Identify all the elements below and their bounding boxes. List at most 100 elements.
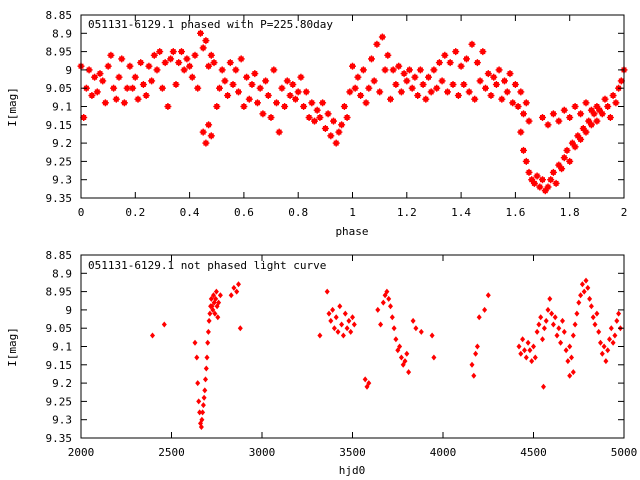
data-point xyxy=(359,65,368,75)
data-point xyxy=(524,116,534,126)
data-point xyxy=(607,336,612,343)
data-point xyxy=(340,102,349,111)
data-point xyxy=(404,350,410,357)
data-point xyxy=(340,332,346,339)
data-point xyxy=(601,343,607,350)
data-point xyxy=(429,65,439,75)
data-point xyxy=(520,336,526,343)
data-point xyxy=(538,113,547,122)
phased-x-axis-label: phase xyxy=(335,225,368,238)
data-point xyxy=(421,94,430,104)
data-point xyxy=(394,61,403,71)
data-point xyxy=(95,69,105,78)
data-point xyxy=(383,51,392,60)
data-point xyxy=(519,109,528,119)
data-point xyxy=(212,102,222,111)
data-point xyxy=(612,332,618,339)
data-point xyxy=(198,127,208,137)
data-point xyxy=(288,80,297,89)
data-point xyxy=(101,98,110,108)
data-point xyxy=(364,83,373,93)
data-point xyxy=(408,83,417,93)
data-point xyxy=(470,94,479,104)
data-point xyxy=(299,102,308,111)
data-point xyxy=(231,65,241,75)
data-point xyxy=(236,281,241,288)
data-point xyxy=(93,87,102,97)
data-point xyxy=(462,54,471,64)
data-point xyxy=(313,105,322,115)
y-tick-label: 9.05 xyxy=(46,82,73,95)
data-point xyxy=(600,94,610,104)
y-tick-label: 9.1 xyxy=(52,101,72,114)
x-tick-label: 3500 xyxy=(339,446,366,459)
data-point xyxy=(194,354,200,361)
data-point xyxy=(393,336,399,343)
data-point xyxy=(429,332,435,339)
data-point xyxy=(333,314,339,321)
x-tick-label: 4000 xyxy=(430,446,457,459)
data-point xyxy=(317,332,323,339)
data-point xyxy=(193,83,202,93)
data-point xyxy=(280,102,289,111)
data-point xyxy=(549,310,555,317)
data-point xyxy=(552,314,558,321)
x-tick-label: 2500 xyxy=(158,446,185,459)
y-tick-label: 8.9 xyxy=(52,267,72,280)
data-point xyxy=(389,65,398,75)
data-point xyxy=(391,325,397,332)
data-point xyxy=(448,80,458,89)
data-point xyxy=(234,87,243,97)
data-point xyxy=(570,369,576,376)
data-point xyxy=(269,65,278,75)
data-point xyxy=(476,314,482,321)
data-point xyxy=(367,54,376,64)
data-point xyxy=(543,120,553,130)
data-point xyxy=(560,105,569,115)
data-point xyxy=(599,350,605,357)
data-point xyxy=(362,376,368,383)
data-point xyxy=(534,328,540,335)
data-point xyxy=(610,339,616,346)
data-point xyxy=(296,72,306,82)
data-point xyxy=(226,58,235,67)
data-point xyxy=(424,72,433,82)
data-point xyxy=(459,80,468,89)
y-tick-label: 9.15 xyxy=(46,359,73,372)
data-point xyxy=(128,83,137,93)
data-point xyxy=(397,87,406,97)
data-point xyxy=(204,354,210,361)
data-point xyxy=(200,409,206,416)
y-tick-label: 9 xyxy=(65,64,72,77)
phased-chart-title: 051131-6129.1 phased with P=225.80day xyxy=(88,18,333,31)
data-point xyxy=(353,72,363,82)
data-point xyxy=(560,317,565,324)
data-point xyxy=(201,138,211,148)
data-point xyxy=(166,54,175,64)
data-point xyxy=(579,281,585,288)
data-point xyxy=(323,109,333,119)
data-point xyxy=(228,292,234,299)
data-point xyxy=(416,65,425,75)
unphased-plot-points xyxy=(150,277,623,430)
data-point xyxy=(536,321,542,328)
data-point xyxy=(478,47,487,56)
data-point xyxy=(190,51,200,60)
data-point xyxy=(109,83,118,93)
data-point xyxy=(541,325,547,332)
data-point xyxy=(535,182,544,192)
data-point xyxy=(339,321,345,328)
data-point xyxy=(505,69,515,78)
data-point xyxy=(522,157,531,166)
data-point xyxy=(256,83,265,93)
data-point xyxy=(567,372,573,379)
data-point xyxy=(616,310,622,317)
data-point xyxy=(469,361,475,368)
data-point xyxy=(592,102,602,111)
data-point xyxy=(482,306,488,313)
y-tick-label: 8.95 xyxy=(46,46,73,59)
data-point xyxy=(565,157,574,166)
data-point xyxy=(202,387,208,394)
data-point xyxy=(158,83,167,93)
data-point xyxy=(98,76,107,86)
